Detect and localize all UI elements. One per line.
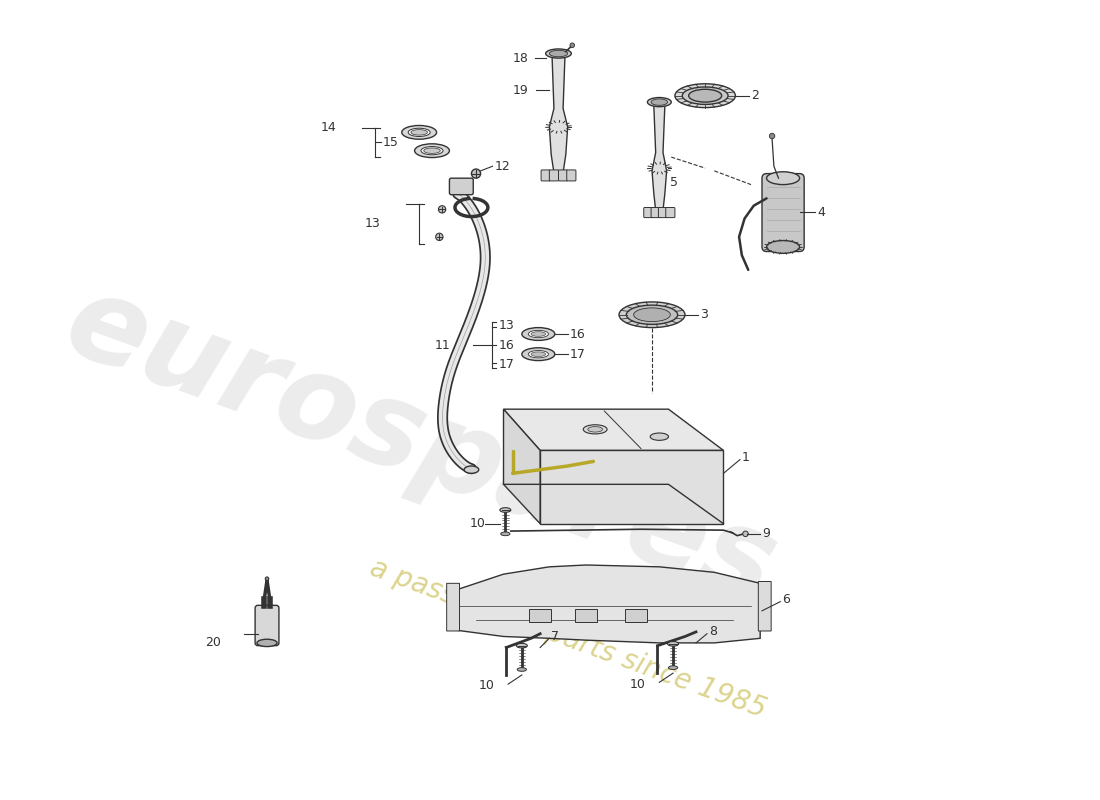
Ellipse shape [424, 148, 440, 154]
Ellipse shape [650, 433, 669, 440]
Ellipse shape [648, 98, 671, 106]
Ellipse shape [587, 426, 603, 432]
Text: 14: 14 [321, 122, 337, 134]
Ellipse shape [411, 130, 428, 135]
Ellipse shape [634, 308, 670, 322]
Ellipse shape [549, 50, 568, 57]
FancyBboxPatch shape [450, 178, 473, 194]
Text: 17: 17 [570, 348, 585, 361]
Ellipse shape [669, 666, 678, 670]
Circle shape [769, 134, 774, 138]
Text: a passion for parts since 1985: a passion for parts since 1985 [365, 554, 770, 723]
Text: 10: 10 [478, 679, 494, 693]
Text: 15: 15 [383, 136, 398, 149]
Text: 3: 3 [700, 308, 707, 322]
Circle shape [570, 43, 574, 47]
Text: 17: 17 [499, 358, 515, 370]
Ellipse shape [415, 144, 450, 158]
Circle shape [436, 233, 443, 241]
Ellipse shape [464, 466, 478, 474]
FancyBboxPatch shape [644, 207, 653, 218]
Bar [626, 609, 648, 622]
Ellipse shape [517, 668, 527, 671]
Polygon shape [504, 409, 540, 524]
Circle shape [742, 531, 748, 537]
Text: eurospares: eurospares [51, 264, 791, 627]
FancyBboxPatch shape [758, 582, 771, 631]
Bar [575, 609, 597, 622]
Ellipse shape [531, 332, 546, 336]
Ellipse shape [521, 327, 554, 341]
Ellipse shape [402, 126, 437, 139]
Text: 18: 18 [513, 52, 528, 65]
Text: 13: 13 [499, 319, 515, 332]
Circle shape [439, 206, 446, 213]
Text: 5: 5 [670, 176, 679, 190]
Ellipse shape [583, 425, 607, 434]
Text: 10: 10 [470, 518, 485, 530]
Circle shape [265, 577, 268, 581]
Ellipse shape [689, 90, 722, 102]
Ellipse shape [500, 532, 510, 536]
Ellipse shape [521, 348, 554, 361]
Text: 16: 16 [570, 327, 585, 341]
Ellipse shape [531, 352, 546, 357]
Ellipse shape [767, 241, 800, 254]
Ellipse shape [675, 84, 736, 108]
Ellipse shape [257, 639, 277, 646]
Ellipse shape [651, 99, 668, 106]
FancyBboxPatch shape [762, 174, 804, 251]
Text: 2: 2 [751, 89, 759, 102]
FancyBboxPatch shape [541, 170, 550, 181]
Text: 20: 20 [206, 637, 221, 650]
Ellipse shape [626, 305, 678, 324]
Ellipse shape [767, 172, 800, 185]
Text: 1: 1 [741, 451, 750, 464]
Polygon shape [652, 106, 667, 210]
FancyBboxPatch shape [549, 170, 559, 181]
Text: 13: 13 [365, 217, 381, 230]
Text: 19: 19 [513, 84, 528, 97]
Polygon shape [540, 450, 724, 524]
Ellipse shape [421, 146, 443, 155]
Ellipse shape [528, 350, 549, 358]
Ellipse shape [682, 87, 728, 104]
Ellipse shape [408, 128, 430, 137]
Ellipse shape [499, 508, 510, 512]
Text: 4: 4 [817, 206, 825, 218]
Polygon shape [504, 409, 724, 450]
Text: 12: 12 [494, 160, 510, 173]
Text: 8: 8 [708, 626, 717, 638]
Ellipse shape [528, 330, 549, 338]
Circle shape [472, 169, 481, 178]
Ellipse shape [668, 642, 679, 646]
Bar [529, 609, 551, 622]
Text: 6: 6 [782, 594, 790, 606]
Ellipse shape [619, 302, 685, 327]
Text: 9: 9 [762, 527, 770, 540]
Text: 16: 16 [499, 338, 515, 351]
FancyBboxPatch shape [559, 170, 568, 181]
Ellipse shape [516, 643, 527, 648]
FancyBboxPatch shape [447, 583, 460, 631]
Text: 10: 10 [629, 678, 646, 690]
Polygon shape [549, 57, 568, 173]
FancyBboxPatch shape [566, 170, 576, 181]
FancyBboxPatch shape [666, 207, 675, 218]
FancyBboxPatch shape [255, 606, 279, 646]
Polygon shape [449, 565, 760, 643]
Text: 7: 7 [551, 630, 559, 643]
FancyBboxPatch shape [659, 207, 668, 218]
Text: 11: 11 [434, 338, 450, 351]
FancyBboxPatch shape [651, 207, 660, 218]
Ellipse shape [546, 49, 571, 58]
